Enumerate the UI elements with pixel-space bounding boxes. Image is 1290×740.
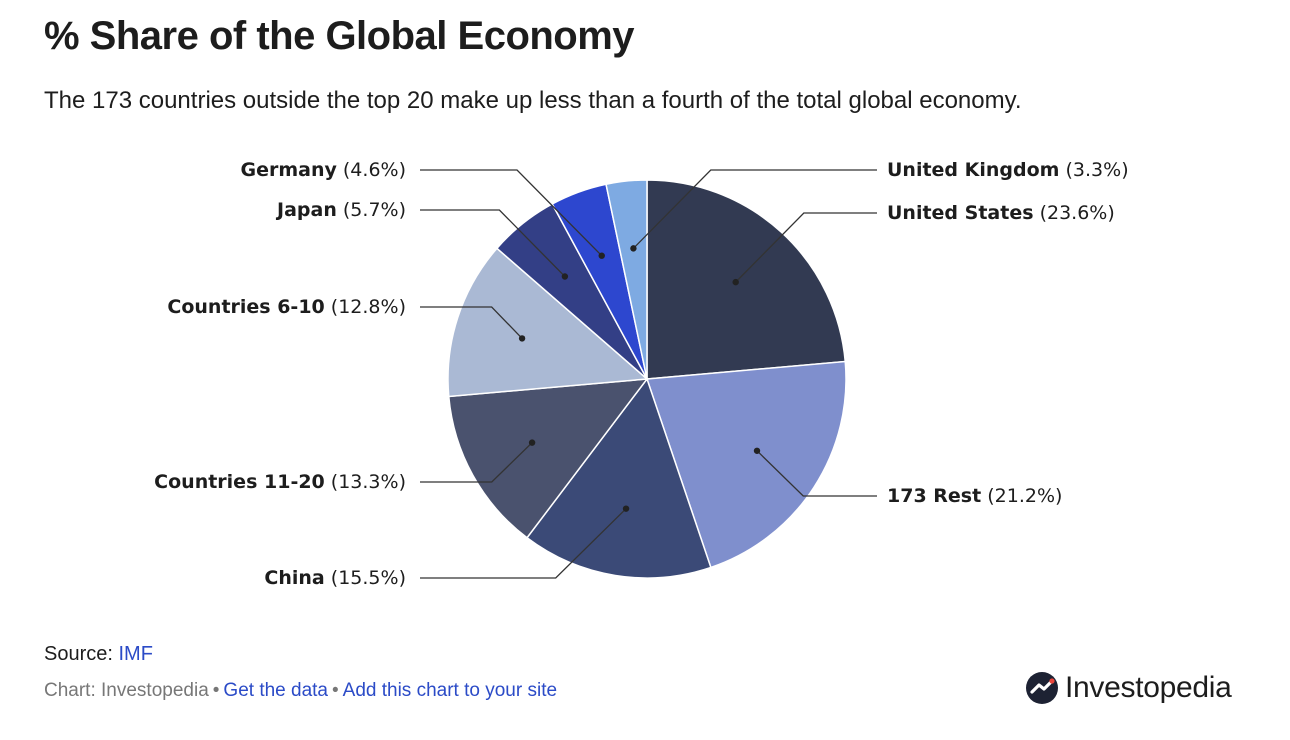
leader-dot-china	[622, 505, 630, 512]
slice-label-value: (15.5%)	[325, 567, 406, 589]
slice-label-name: 173 Rest	[887, 485, 981, 507]
leader-dot-united-states	[732, 278, 739, 286]
slice-label-name: Countries 6-10	[167, 296, 324, 318]
slice-label-countries-11-20: Countries 11-20 (13.3%)	[154, 471, 406, 493]
slice-label-united-states: United States (23.6%)	[887, 202, 1115, 224]
pie-slice-173-rest[interactable]	[645, 360, 847, 569]
leader-line-united-states	[735, 212, 877, 283]
slice-label-value: (13.3%)	[325, 471, 406, 493]
source-link-imf[interactable]: IMF	[118, 643, 153, 665]
slice-label-173-rest: 173 Rest (21.2%)	[887, 485, 1062, 507]
chart-footer: Chart: Investopedia • Get the data • Add thi…	[44, 680, 557, 702]
pie-slice-countries-11-20[interactable]	[447, 378, 649, 539]
investopedia-logo[interactable]: Investopedia	[1025, 668, 1232, 708]
slice-label-countries-6-10: Countries 6-10 (12.8%)	[167, 296, 406, 318]
pie-slice-china[interactable]	[525, 377, 712, 579]
slice-label-germany: Germany (4.6%)	[240, 159, 406, 181]
slice-label-name: Countries 11-20	[154, 471, 325, 493]
get-data-link[interactable]: Get the data	[223, 680, 328, 701]
slice-label-value: (4.6%)	[337, 159, 406, 181]
leader-dot-countries-11-20	[528, 439, 536, 446]
pie-slices	[447, 179, 847, 579]
leader-dot-germany	[598, 252, 605, 259]
leader-line-japan	[420, 209, 566, 277]
slice-label-name: United Kingdom	[887, 159, 1059, 181]
leader-line-germany	[420, 169, 603, 257]
investopedia-logo-icon	[1026, 672, 1058, 704]
slice-label-value: (12.8%)	[325, 296, 406, 318]
slice-label-name: Germany	[240, 159, 337, 181]
slice-label-value: (3.3%)	[1059, 159, 1128, 181]
add-chart-link[interactable]: Add this chart to your site	[342, 680, 558, 701]
separator: •	[332, 680, 339, 701]
pie-slice-united-kingdom[interactable]	[605, 179, 648, 380]
slice-label-value: (23.6%)	[1034, 202, 1115, 224]
chart-subtitle: The 173 countries outside the top 20 mak…	[44, 87, 1022, 114]
pie-slice-countries-6-10[interactable]	[447, 247, 649, 398]
source-label: Source:	[44, 643, 113, 665]
slice-label-china: China (15.5%)	[264, 567, 406, 589]
slice-label-japan: Japan (5.7%)	[275, 199, 406, 221]
slice-labels: United States (23.6%) 173 Rest (21.2%) Chi…	[154, 159, 1128, 589]
leader-dot-countries-6-10	[518, 335, 526, 342]
pie-slice-united-states[interactable]	[646, 179, 847, 380]
chart-credit: Chart: Investopedia	[44, 680, 209, 701]
slice-label-value: (5.7%)	[337, 199, 406, 221]
leader-line-countries-6-10	[420, 306, 523, 339]
slice-label-name: United States	[887, 202, 1034, 224]
leader-dot-173-rest	[753, 447, 761, 454]
slice-label-value: (21.2%)	[981, 485, 1062, 507]
leader-lines	[420, 169, 877, 579]
leader-dot-united-kingdom	[630, 245, 637, 252]
leader-line-173-rest	[756, 450, 877, 497]
leader-line-countries-11-20	[420, 442, 533, 483]
slice-label-name: Japan	[275, 199, 337, 221]
slice-label-name: China	[264, 567, 324, 589]
brand-name: Investopedia	[1065, 671, 1232, 704]
leader-line-united-kingdom	[632, 169, 877, 249]
chart-title: % Share of the Global Economy	[44, 14, 635, 58]
slice-label-united-kingdom: United Kingdom (3.3%)	[887, 159, 1129, 181]
leader-dot-japan	[561, 273, 569, 280]
source-line: Source: IMF	[44, 643, 153, 666]
separator: •	[212, 680, 220, 701]
leader-line-china	[420, 508, 627, 579]
